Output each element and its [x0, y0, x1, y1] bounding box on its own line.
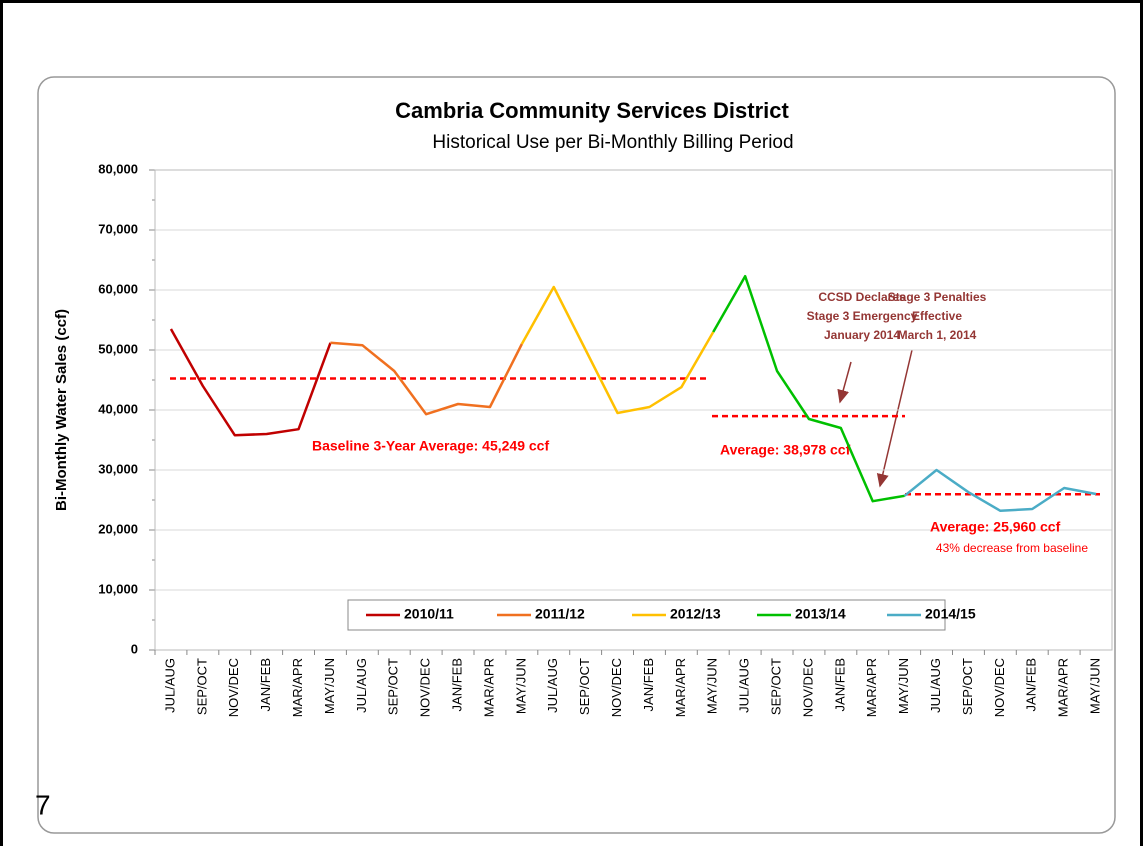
- x-tick-label: MAR/APR: [864, 658, 879, 717]
- x-tick-label: MAY/JUN: [513, 658, 528, 714]
- x-tick-label: JUL/AUG: [737, 658, 752, 713]
- y-tick-label: 80,000: [98, 161, 138, 176]
- y-tick-label: 60,000: [98, 281, 138, 296]
- reference-label: Average: 38,978 ccf: [720, 442, 851, 458]
- x-tick-label: JUL/AUG: [545, 658, 560, 713]
- legend-label: 2011/12: [535, 606, 585, 622]
- legend-label: 2012/13: [670, 606, 721, 622]
- x-tick-label: SEP/OCT: [768, 658, 783, 715]
- annotation: March 1, 2014: [898, 328, 977, 342]
- x-tick-label: JAN/FEB: [258, 658, 273, 711]
- x-tick-label: NOV/DEC: [226, 658, 241, 717]
- x-tick-label: NOV/DEC: [418, 658, 433, 717]
- x-tick-label: MAR/APR: [673, 658, 688, 717]
- y-tick-label: 30,000: [98, 461, 138, 476]
- series-line: [712, 274, 905, 503]
- reference-note: 43% decrease from baseline: [936, 541, 1088, 555]
- x-tick-label: NOV/DEC: [609, 658, 624, 717]
- x-tick-label: JAN/FEB: [832, 658, 847, 711]
- x-tick-label: MAR/APR: [1056, 658, 1071, 717]
- y-axis-label: Bi-Monthly Water Sales (ccf): [53, 309, 70, 511]
- series-line: [169, 328, 332, 437]
- series-line: [330, 341, 523, 416]
- x-tick-label: JAN/FEB: [1024, 658, 1039, 711]
- x-tick-label: NOV/DEC: [992, 658, 1007, 717]
- x-tick-label: SEP/OCT: [960, 658, 975, 715]
- x-tick-label: SEP/OCT: [577, 658, 592, 715]
- x-tick-label: JAN/FEB: [449, 658, 464, 711]
- x-tick-label: JUL/AUG: [354, 658, 369, 713]
- y-tick-label: 40,000: [98, 401, 138, 416]
- annotation: Stage 3 Penalties: [888, 290, 987, 304]
- legend-label: 2014/15: [925, 606, 976, 622]
- x-tick-label: MAY/JUN: [322, 658, 337, 714]
- annotation: Stage 3 Emergency: [807, 309, 918, 323]
- x-tick-label: SEP/OCT: [194, 658, 209, 715]
- chart-subtitle: Historical Use per Bi-Monthly Billing Pe…: [432, 132, 793, 153]
- x-tick-label: MAY/JUN: [1087, 658, 1102, 714]
- series-line: [903, 468, 1097, 513]
- x-tick-label: MAY/JUN: [896, 658, 911, 714]
- x-tick-label: MAR/APR: [290, 658, 305, 717]
- annotation: CCSD Declares: [818, 290, 906, 304]
- y-tick-label: 10,000: [98, 581, 138, 596]
- reference-label: Average: 25,960 ccf: [930, 519, 1061, 535]
- x-tick-label: MAR/APR: [481, 658, 496, 717]
- arrow: [837, 361, 852, 404]
- series-line: [520, 285, 715, 415]
- y-tick-label: 50,000: [98, 341, 138, 356]
- annotation: January 2014: [824, 328, 900, 342]
- x-tick-label: SEP/OCT: [386, 658, 401, 715]
- y-tick-label: 70,000: [98, 221, 138, 236]
- page-number: 7: [35, 789, 51, 820]
- reference-label: Baseline 3-Year Average: 45,249 ccf: [312, 438, 549, 454]
- x-tick-label: JUL/AUG: [162, 658, 177, 713]
- x-tick-label: JUL/AUG: [928, 658, 943, 713]
- x-tick-label: JAN/FEB: [641, 658, 656, 711]
- x-tick-label: NOV/DEC: [800, 658, 815, 717]
- chart-title: Cambria Community Services District: [395, 98, 789, 123]
- arrow: [876, 349, 913, 488]
- legend-label: 2010/11: [404, 606, 454, 622]
- y-tick-label: 0: [131, 641, 138, 656]
- x-tick-label: MAY/JUN: [705, 658, 720, 714]
- y-tick-label: 20,000: [98, 521, 138, 536]
- chart-frame: [37, 76, 1116, 834]
- legend-label: 2013/14: [795, 606, 846, 622]
- annotation: Effective: [912, 309, 962, 323]
